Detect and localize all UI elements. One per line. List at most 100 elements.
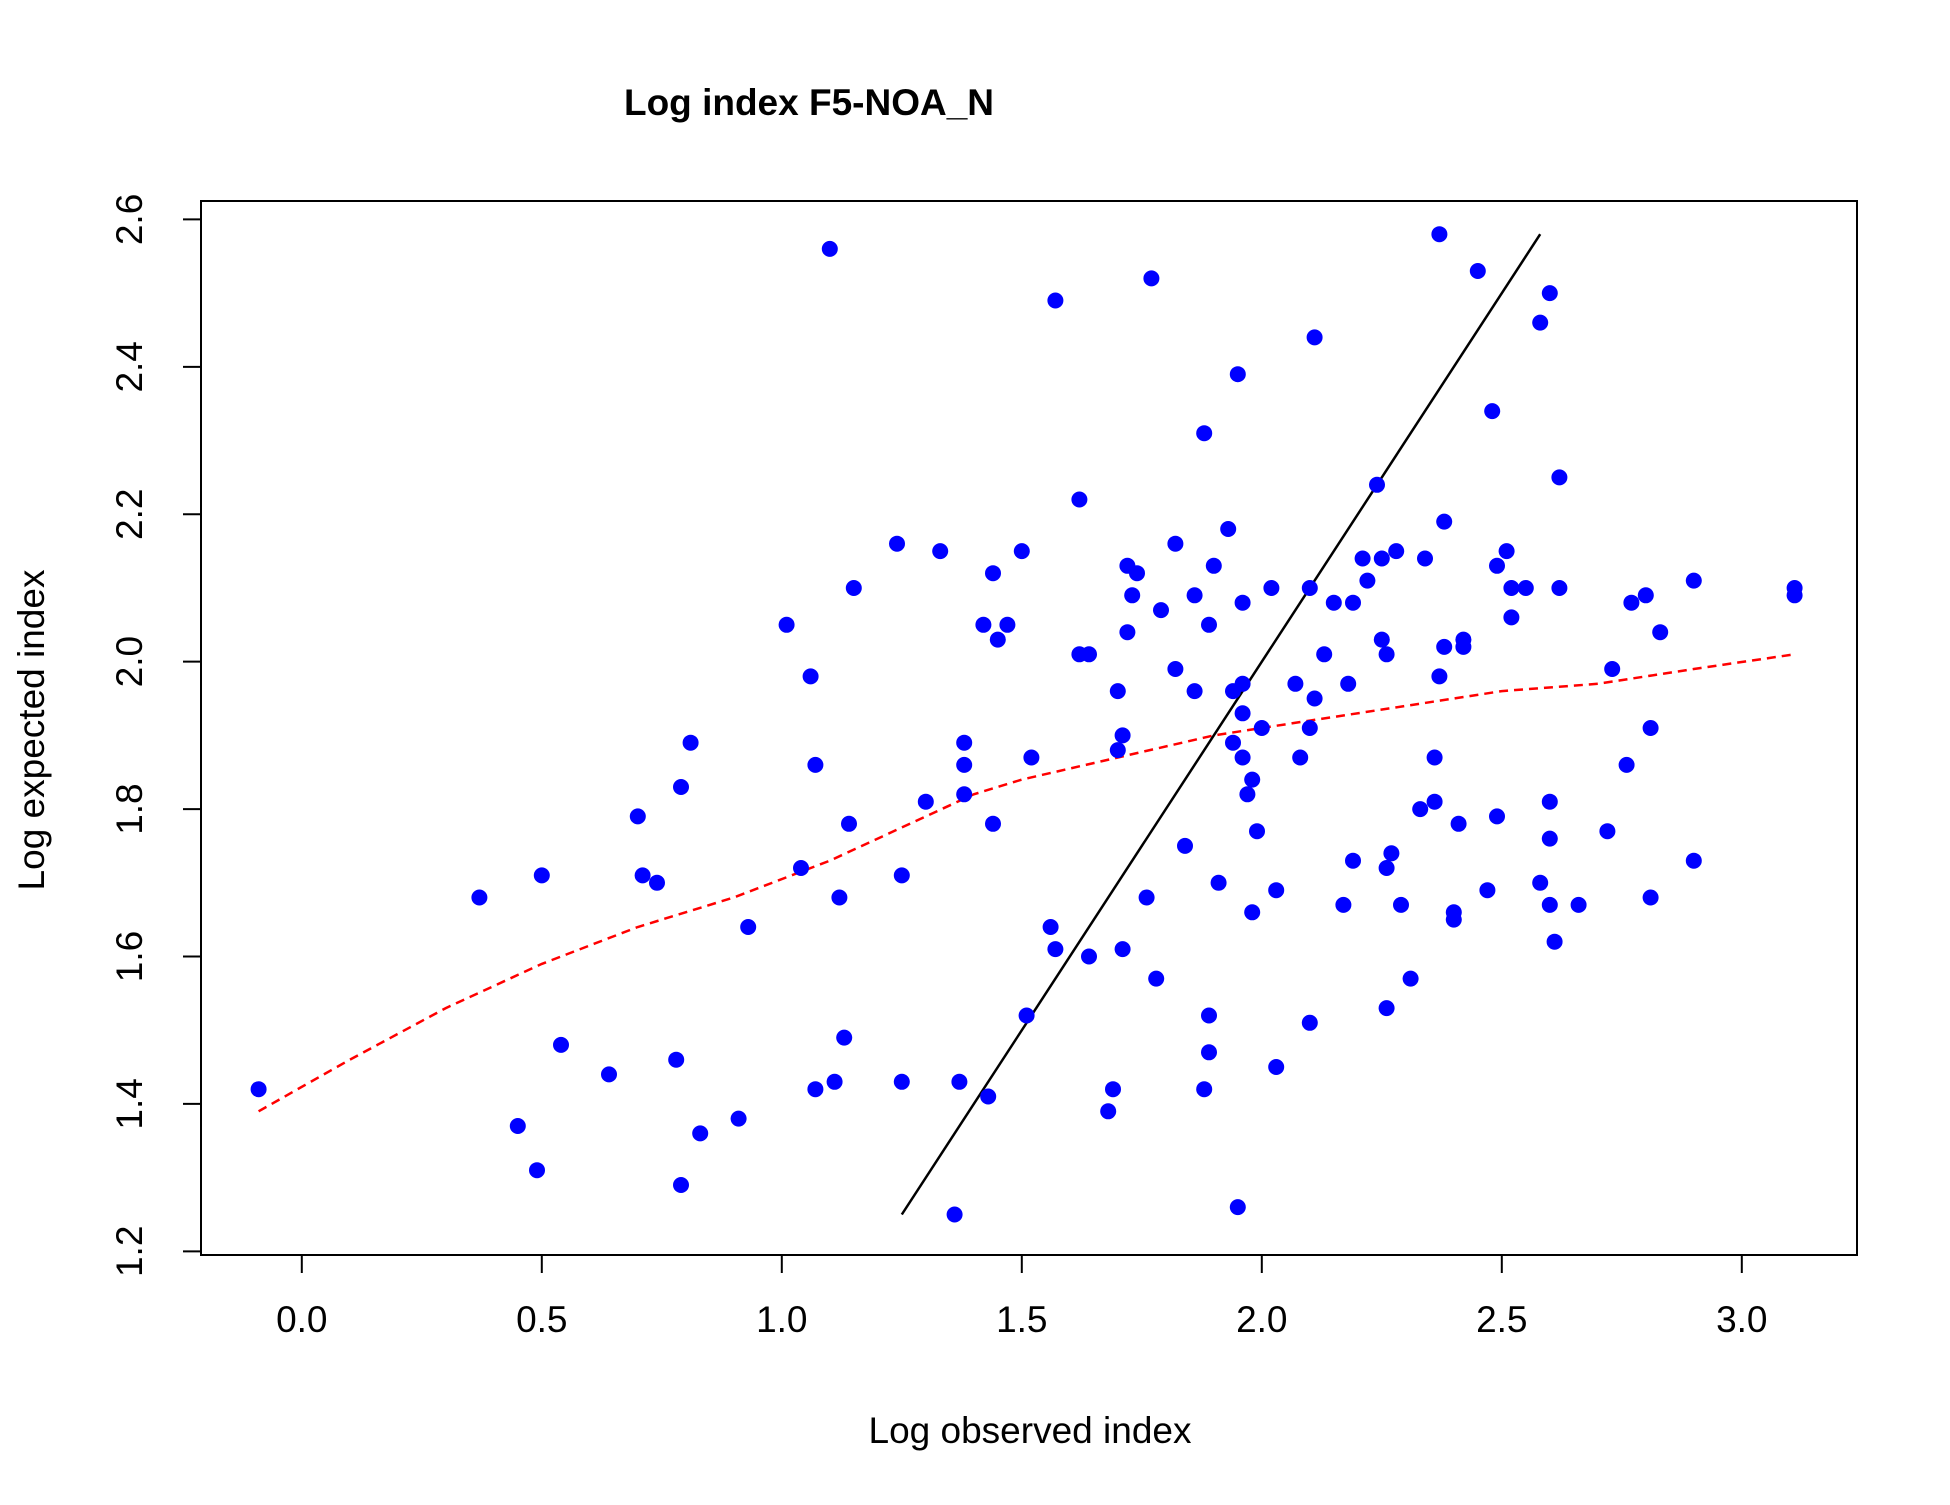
- data-point: [1143, 270, 1160, 287]
- data-point: [1301, 580, 1318, 596]
- data-point: [1306, 329, 1323, 346]
- data-point: [1292, 749, 1309, 766]
- data-point: [1335, 896, 1352, 913]
- data-point: [1119, 624, 1136, 641]
- data-point: [1551, 469, 1568, 486]
- data-point: [1383, 845, 1400, 862]
- data-point: [1445, 911, 1462, 928]
- data-point: [1205, 557, 1222, 574]
- data-point: [1369, 476, 1385, 493]
- data-point: [553, 1036, 569, 1053]
- data-point: [980, 1088, 997, 1105]
- data-point: [1114, 727, 1131, 744]
- data-point: [1138, 889, 1155, 906]
- data-point: [1177, 837, 1193, 854]
- data-point: [1167, 661, 1184, 677]
- data-point: [1354, 550, 1371, 567]
- data-point: [836, 1029, 853, 1046]
- data-point: [956, 756, 973, 773]
- data-point: [682, 734, 699, 751]
- data-point: [1388, 543, 1405, 560]
- data-point: [793, 860, 809, 876]
- data-point: [1340, 675, 1357, 692]
- x-axis: 0.0 0.5 1.0 1.5 2.0 2.5 3.0: [276, 1254, 1768, 1340]
- data-point: [1393, 896, 1409, 913]
- data-point: [1186, 683, 1203, 700]
- data-point: [1268, 1059, 1285, 1075]
- data-point: [917, 793, 934, 810]
- data-point: [1234, 705, 1251, 722]
- data-point: [1129, 565, 1145, 582]
- data-point: [951, 1073, 968, 1090]
- data-point: [1532, 874, 1549, 891]
- data-point: [778, 616, 795, 633]
- y-tick-label: 2.0: [109, 636, 150, 687]
- data-point: [1153, 602, 1169, 619]
- data-point: [1637, 587, 1654, 604]
- data-point: [1373, 550, 1390, 567]
- data-point: [471, 889, 488, 906]
- data-point: [1484, 403, 1501, 420]
- data-point: [889, 535, 905, 552]
- data-point: [893, 867, 910, 884]
- data-point: [1249, 823, 1265, 840]
- data-point: [1599, 823, 1616, 840]
- data-point: [1109, 742, 1126, 759]
- data-point: [1042, 919, 1059, 935]
- data-point: [985, 565, 1001, 582]
- data-point: [1570, 896, 1587, 913]
- data-point: [1244, 904, 1261, 921]
- data-point: [1378, 646, 1395, 663]
- data-point: [1023, 749, 1040, 766]
- data-point: [1426, 749, 1443, 766]
- data-point: [668, 1051, 685, 1068]
- data-point: [1359, 572, 1376, 589]
- data-point: [533, 867, 550, 884]
- data-point: [1618, 756, 1635, 773]
- data-point: [985, 815, 1001, 832]
- data-point: [509, 1118, 526, 1134]
- data-point: [831, 889, 848, 906]
- data-point: [1489, 557, 1505, 574]
- data-point: [1316, 646, 1333, 663]
- data-point: [1642, 720, 1659, 736]
- data-point: [807, 1081, 824, 1098]
- data-point: [1047, 292, 1064, 309]
- data-point: [1325, 594, 1342, 611]
- data-point: [1551, 580, 1568, 596]
- data-point: [1100, 1103, 1117, 1120]
- identity-reference-line: [900, 233, 1542, 1216]
- data-point: [1652, 624, 1669, 641]
- data-point: [1013, 543, 1030, 560]
- data-point: [1503, 609, 1520, 626]
- y-axis-label: Log expected index: [11, 569, 52, 890]
- data-point: [601, 1066, 617, 1083]
- data-point: [1503, 580, 1520, 596]
- data-point: [1081, 948, 1097, 965]
- data-point: [1431, 668, 1448, 685]
- data-point: [893, 1073, 910, 1090]
- data-point: [529, 1162, 545, 1179]
- x-tick-label: 2.5: [1476, 1299, 1527, 1340]
- data-point: [975, 616, 992, 633]
- data-point: [1220, 521, 1237, 537]
- data-point: [1345, 594, 1361, 611]
- data-point: [1541, 830, 1558, 847]
- data-point: [673, 779, 689, 795]
- y-axis: 1.2 1.4 1.6 1.8 2.0 2.2 2.4 2.6: [109, 194, 201, 1277]
- data-point: [692, 1125, 709, 1142]
- data-point: [1546, 933, 1563, 950]
- data-point: [649, 874, 665, 891]
- data-point: [1167, 535, 1184, 552]
- data-point: [1201, 1044, 1217, 1061]
- data-point: [1378, 1000, 1395, 1017]
- data-point: [1642, 889, 1659, 906]
- data-point: [1201, 616, 1217, 633]
- data-point: [1071, 491, 1088, 508]
- data-point: [1196, 425, 1213, 442]
- data-point: [1229, 1199, 1246, 1216]
- data-point: [1436, 513, 1453, 530]
- data-point: [821, 240, 838, 257]
